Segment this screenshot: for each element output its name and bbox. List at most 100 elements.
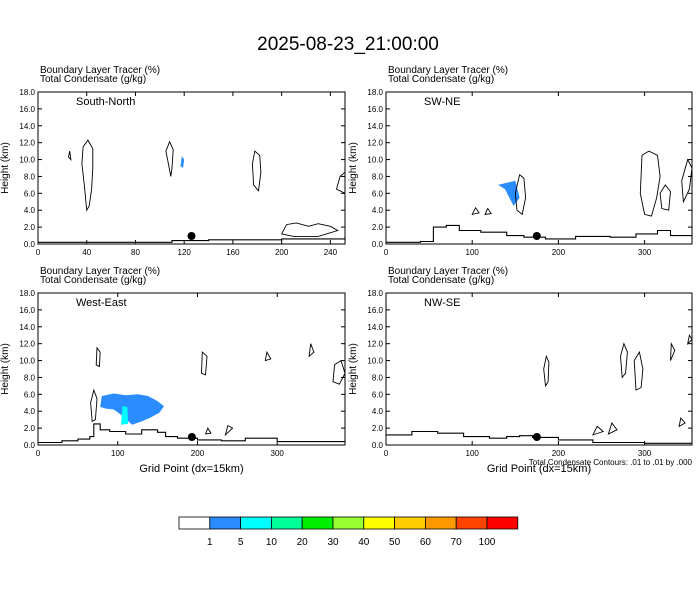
panel-field-label: Total Condensate (g/kg): [40, 275, 146, 286]
panel-title: South-North: [76, 96, 135, 108]
colorbar-swatch: [455, 516, 488, 530]
condensate-contour: [165, 140, 174, 177]
y-tick-label: 16.0: [367, 105, 383, 114]
panel-title: NW-SE: [424, 297, 460, 309]
y-tick-label: 14.0: [19, 122, 35, 131]
colorbar-label: 20: [297, 537, 309, 548]
panel-field-label: Total Condensate (g/kg): [388, 275, 494, 286]
y-tick-label: 6.0: [372, 390, 384, 399]
panel-west-east: Boundary Layer Tracer (%)Total Condensat…: [0, 266, 346, 475]
y-tick-label: 6.0: [24, 189, 36, 198]
condensate-contour: [251, 150, 262, 192]
y-axis-label: Height (km): [0, 343, 11, 395]
y-tick-label: 12.0: [19, 340, 35, 349]
plot-frame: [37, 91, 346, 245]
x-tick-label: 0: [36, 449, 41, 458]
x-tick-label: 0: [384, 449, 389, 458]
colorbar-label: 100: [479, 537, 496, 548]
colorbar-swatch: [270, 516, 303, 530]
condensate-contour: [681, 158, 693, 204]
x-tick-label: 300: [271, 449, 285, 458]
x-tick-label: 200: [191, 449, 205, 458]
x-tick-label: 100: [111, 449, 125, 458]
colorbar-label: 1: [207, 537, 213, 548]
condensate-contour: [224, 424, 234, 437]
condensate-contour: [95, 346, 101, 368]
panel-field-label: Boundary Layer Tracer (%): [388, 65, 508, 76]
location-marker: [532, 232, 541, 240]
y-tick-label: 0.0: [372, 240, 384, 249]
tracer-fill-region: [498, 180, 520, 206]
colorbar-swatch: [301, 516, 334, 530]
colorbar-swatch: [394, 516, 426, 530]
y-tick-label: 16.0: [19, 306, 35, 315]
y-tick-label: 16.0: [19, 105, 35, 114]
x-tick-label: 80: [131, 248, 140, 257]
condensate-contour: [81, 139, 94, 212]
condensate-contour: [633, 350, 644, 391]
colorbar-swatch: [240, 516, 272, 530]
y-tick-label: 8.0: [24, 172, 36, 181]
x-axis-label: Grid Point (dx=15km): [487, 463, 591, 475]
colorbar-label: 70: [451, 537, 463, 548]
panel-field-label: Total Condensate (g/kg): [388, 74, 494, 85]
tracer-fill-region: [120, 406, 129, 425]
x-tick-label: 100: [466, 248, 480, 257]
colorbar-swatch: [178, 516, 211, 530]
condensate-contour: [471, 206, 480, 216]
y-tick-label: 14.0: [367, 323, 383, 332]
panel-field-label: Total Condensate (g/kg): [40, 74, 146, 85]
x-tick-label: 200: [552, 449, 566, 458]
x-axis-label: Grid Point (dx=15km): [139, 463, 243, 475]
condensate-contour: [592, 425, 605, 436]
terrain-line: [386, 430, 692, 444]
location-marker: [187, 433, 196, 441]
condensate-contour: [281, 222, 339, 237]
y-tick-label: 6.0: [372, 189, 384, 198]
contour-footnote: Total Condensate Contours: .01 to .01 by…: [529, 458, 693, 467]
colorbar-label: 30: [327, 537, 339, 548]
condensate-contour: [607, 422, 618, 435]
x-tick-label: 160: [226, 248, 240, 257]
condensate-contour: [308, 343, 315, 358]
y-tick-label: 2.0: [372, 424, 384, 433]
y-tick-label: 8.0: [372, 172, 384, 181]
y-tick-label: 6.0: [24, 390, 36, 399]
y-tick-label: 10.0: [367, 156, 383, 165]
condensate-contour: [686, 333, 693, 346]
condensate-contour: [543, 354, 550, 388]
tracer-fill-region: [180, 156, 185, 168]
y-tick-label: 18.0: [367, 289, 383, 298]
colorbar-label: 40: [358, 537, 370, 548]
x-tick-label: 100: [466, 449, 480, 458]
colorbar-swatch: [332, 516, 365, 530]
condensate-contour: [484, 207, 492, 215]
location-marker: [187, 232, 196, 240]
x-tick-label: 0: [36, 248, 41, 257]
x-tick-label: 40: [82, 248, 91, 257]
condensate-contour: [264, 350, 272, 362]
panel-field-label: Boundary Layer Tracer (%): [40, 266, 160, 277]
y-axis-label: Height (km): [0, 142, 11, 194]
colorbar-swatch: [486, 516, 519, 530]
y-tick-label: 4.0: [24, 407, 36, 416]
colorbar-swatch: [209, 516, 242, 530]
y-tick-label: 12.0: [367, 340, 383, 349]
figure-title: 2025-08-23_21:00:00: [257, 34, 439, 55]
y-tick-label: 2.0: [372, 223, 384, 232]
y-tick-label: 18.0: [19, 88, 35, 97]
y-tick-label: 0.0: [372, 441, 384, 450]
y-tick-label: 10.0: [367, 357, 383, 366]
colorbar-label: 60: [420, 537, 432, 548]
condensate-contour: [201, 351, 208, 376]
y-tick-label: 10.0: [19, 357, 35, 366]
plot-frame: [385, 292, 693, 446]
y-axis-label: Height (km): [348, 142, 359, 194]
panel-sw-ne: Boundary Layer Tracer (%)Total Condensat…: [348, 65, 693, 257]
y-tick-label: 0.0: [24, 240, 36, 249]
y-tick-label: 2.0: [24, 424, 36, 433]
panel-field-label: Boundary Layer Tracer (%): [388, 266, 508, 277]
y-tick-label: 4.0: [372, 206, 384, 215]
x-tick-label: 240: [324, 248, 338, 257]
